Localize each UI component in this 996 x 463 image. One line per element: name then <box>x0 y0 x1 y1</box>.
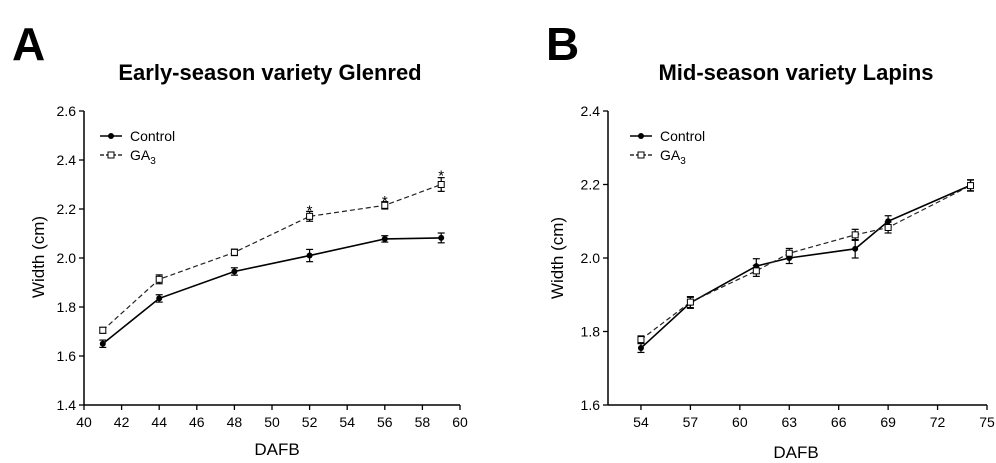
panel-b-x-tick-label: 57 <box>683 414 699 430</box>
panel-a-x-axis-label: DAFB <box>254 440 299 459</box>
panel-b-y-tick-label: 1.8 <box>581 324 601 340</box>
panel-a-x-tick-label: 58 <box>415 414 431 430</box>
panel-a-y-tick-label: 1.6 <box>57 348 77 364</box>
panel-b-y-tick-label: 2.0 <box>581 250 601 266</box>
panel-a-y-tick-label: 2.6 <box>57 103 77 119</box>
panel-b-x-tick-label: 54 <box>633 414 649 430</box>
panel-a-series-ga3-point <box>99 326 107 334</box>
panel-a-y-tick-label: 2.4 <box>57 152 77 168</box>
panel-a-series-control-point <box>438 234 445 241</box>
panel-b-series-control-point <box>637 345 644 352</box>
panel-b-x-tick-label: 72 <box>930 414 946 430</box>
panel-b: B Mid-season variety Lapins 1.6 1.8 2.0 2.2… <box>546 18 995 462</box>
panel-b-x-tick-label: 66 <box>831 414 847 430</box>
panel-b-series-ga3-point <box>851 231 859 239</box>
panel-b-plot: 1.6 1.8 2.0 2.2 2.4 54 57 60 63 66 69 72 75 Control GA… <box>581 103 995 430</box>
panel-b-series-ga3-point <box>637 336 645 344</box>
panel-b-series-ga3-line <box>640 185 971 341</box>
panel-a-x-tick-label: 50 <box>264 414 280 430</box>
panel-b-x-axis-label: DAFB <box>773 443 818 462</box>
panel-b-series-ga3-legend-marker <box>637 151 645 159</box>
panel-b-title: Mid-season variety Lapins <box>658 60 933 85</box>
panel-b-y-tick-label: 2.2 <box>581 177 601 193</box>
panel-b-x-tick-label: 69 <box>880 414 896 430</box>
panel-a-significance-star: * <box>307 202 313 219</box>
panel-a-series-control-line <box>102 237 442 345</box>
panel-a-series-ga3-legend-label: GA3 <box>130 147 156 167</box>
panel-b-series-control-line <box>640 184 971 349</box>
panel-a-series-control-legend-label: Control <box>130 128 175 144</box>
panel-a-x-tick-label: 44 <box>151 414 167 430</box>
panel-a-x-tick-label: 46 <box>189 414 205 430</box>
panel-a-y-tick-label: 2.2 <box>57 201 77 217</box>
panel-a-series-control-point <box>99 340 106 347</box>
panel-a-x-tick-label: 52 <box>302 414 318 430</box>
panel-a-y-tick-label: 1.4 <box>57 397 77 413</box>
panel-b-x-tick-label: 60 <box>732 414 748 430</box>
panel-b-y-axis-label: Width (cm) <box>548 217 567 299</box>
panel-a-letter: A <box>12 18 45 70</box>
panel-a-x-tick-label: 54 <box>339 414 355 430</box>
panel-b-series-ga3-point <box>967 182 975 190</box>
panel-b-series-ga3-point <box>752 267 760 275</box>
panel-a-x-tick-label: 60 <box>452 414 468 430</box>
panel-a-significance-star: * <box>382 193 388 210</box>
panel-a-series-control-point <box>231 268 238 275</box>
panel-a-series-ga3-line <box>102 183 442 331</box>
panel-b-x-tick-label: 75 <box>979 414 995 430</box>
panel-a-series-control-point <box>381 235 388 242</box>
panel-b-y-tick-label: 1.6 <box>581 397 601 413</box>
panel-b-series-ga3-point <box>884 223 892 231</box>
panel-b-series-ga3-point <box>686 298 694 306</box>
panel-a-x-tick-label: 56 <box>377 414 393 430</box>
panel-a-y-tick-label: 2.0 <box>57 250 77 266</box>
panel-a-y-tick-label: 1.8 <box>57 299 77 315</box>
panel-b-series-ga3-point <box>785 249 793 257</box>
panel-a-series-ga3-point <box>155 275 163 283</box>
panel-a-series-ga3-point <box>437 181 445 188</box>
panel-b-letter: B <box>546 18 579 70</box>
panel-a-y-axis-label: Width (cm) <box>29 216 48 298</box>
panel-a-x-tick-label: 42 <box>114 414 130 430</box>
panel-b-series-ga3-legend-label: GA3 <box>660 147 686 167</box>
panel-a-x-tick-label: 48 <box>227 414 243 430</box>
panel-a-significance-star: * <box>438 168 444 185</box>
panel-a-x-tick-label: 40 <box>76 414 92 430</box>
panel-a-title: Early-season variety Glenred <box>118 60 421 85</box>
panel-a-series-ga3-point <box>230 248 238 256</box>
panel-b-series-control-legend-marker <box>638 133 644 139</box>
panel-a-series-ga3-point <box>306 212 314 220</box>
panel-b-series-control-point <box>852 245 859 252</box>
panel-b-x-tick-label: 63 <box>781 414 797 430</box>
panel-a-series-control-point <box>156 295 163 302</box>
panel-a-series-control-point <box>306 252 313 259</box>
panel-a-series-ga3-point <box>381 201 389 209</box>
panel-b-y-tick-label: 2.4 <box>581 103 601 119</box>
panel-a-plot: 1.4 1.6 1.8 2.0 2.2 2.4 2.6 40 42 44 46 48 50 52 54 56 5… <box>57 103 468 430</box>
panel-a-series-control-legend-marker <box>108 133 114 139</box>
panel-a-series-ga3-legend-marker <box>107 151 115 159</box>
panel-b-series-control-legend-label: Control <box>660 128 705 144</box>
panel-a: A Early-season variety Glenred 1.4 1.6 1.8… <box>12 18 468 459</box>
panel-b-series-control-point <box>885 218 892 225</box>
